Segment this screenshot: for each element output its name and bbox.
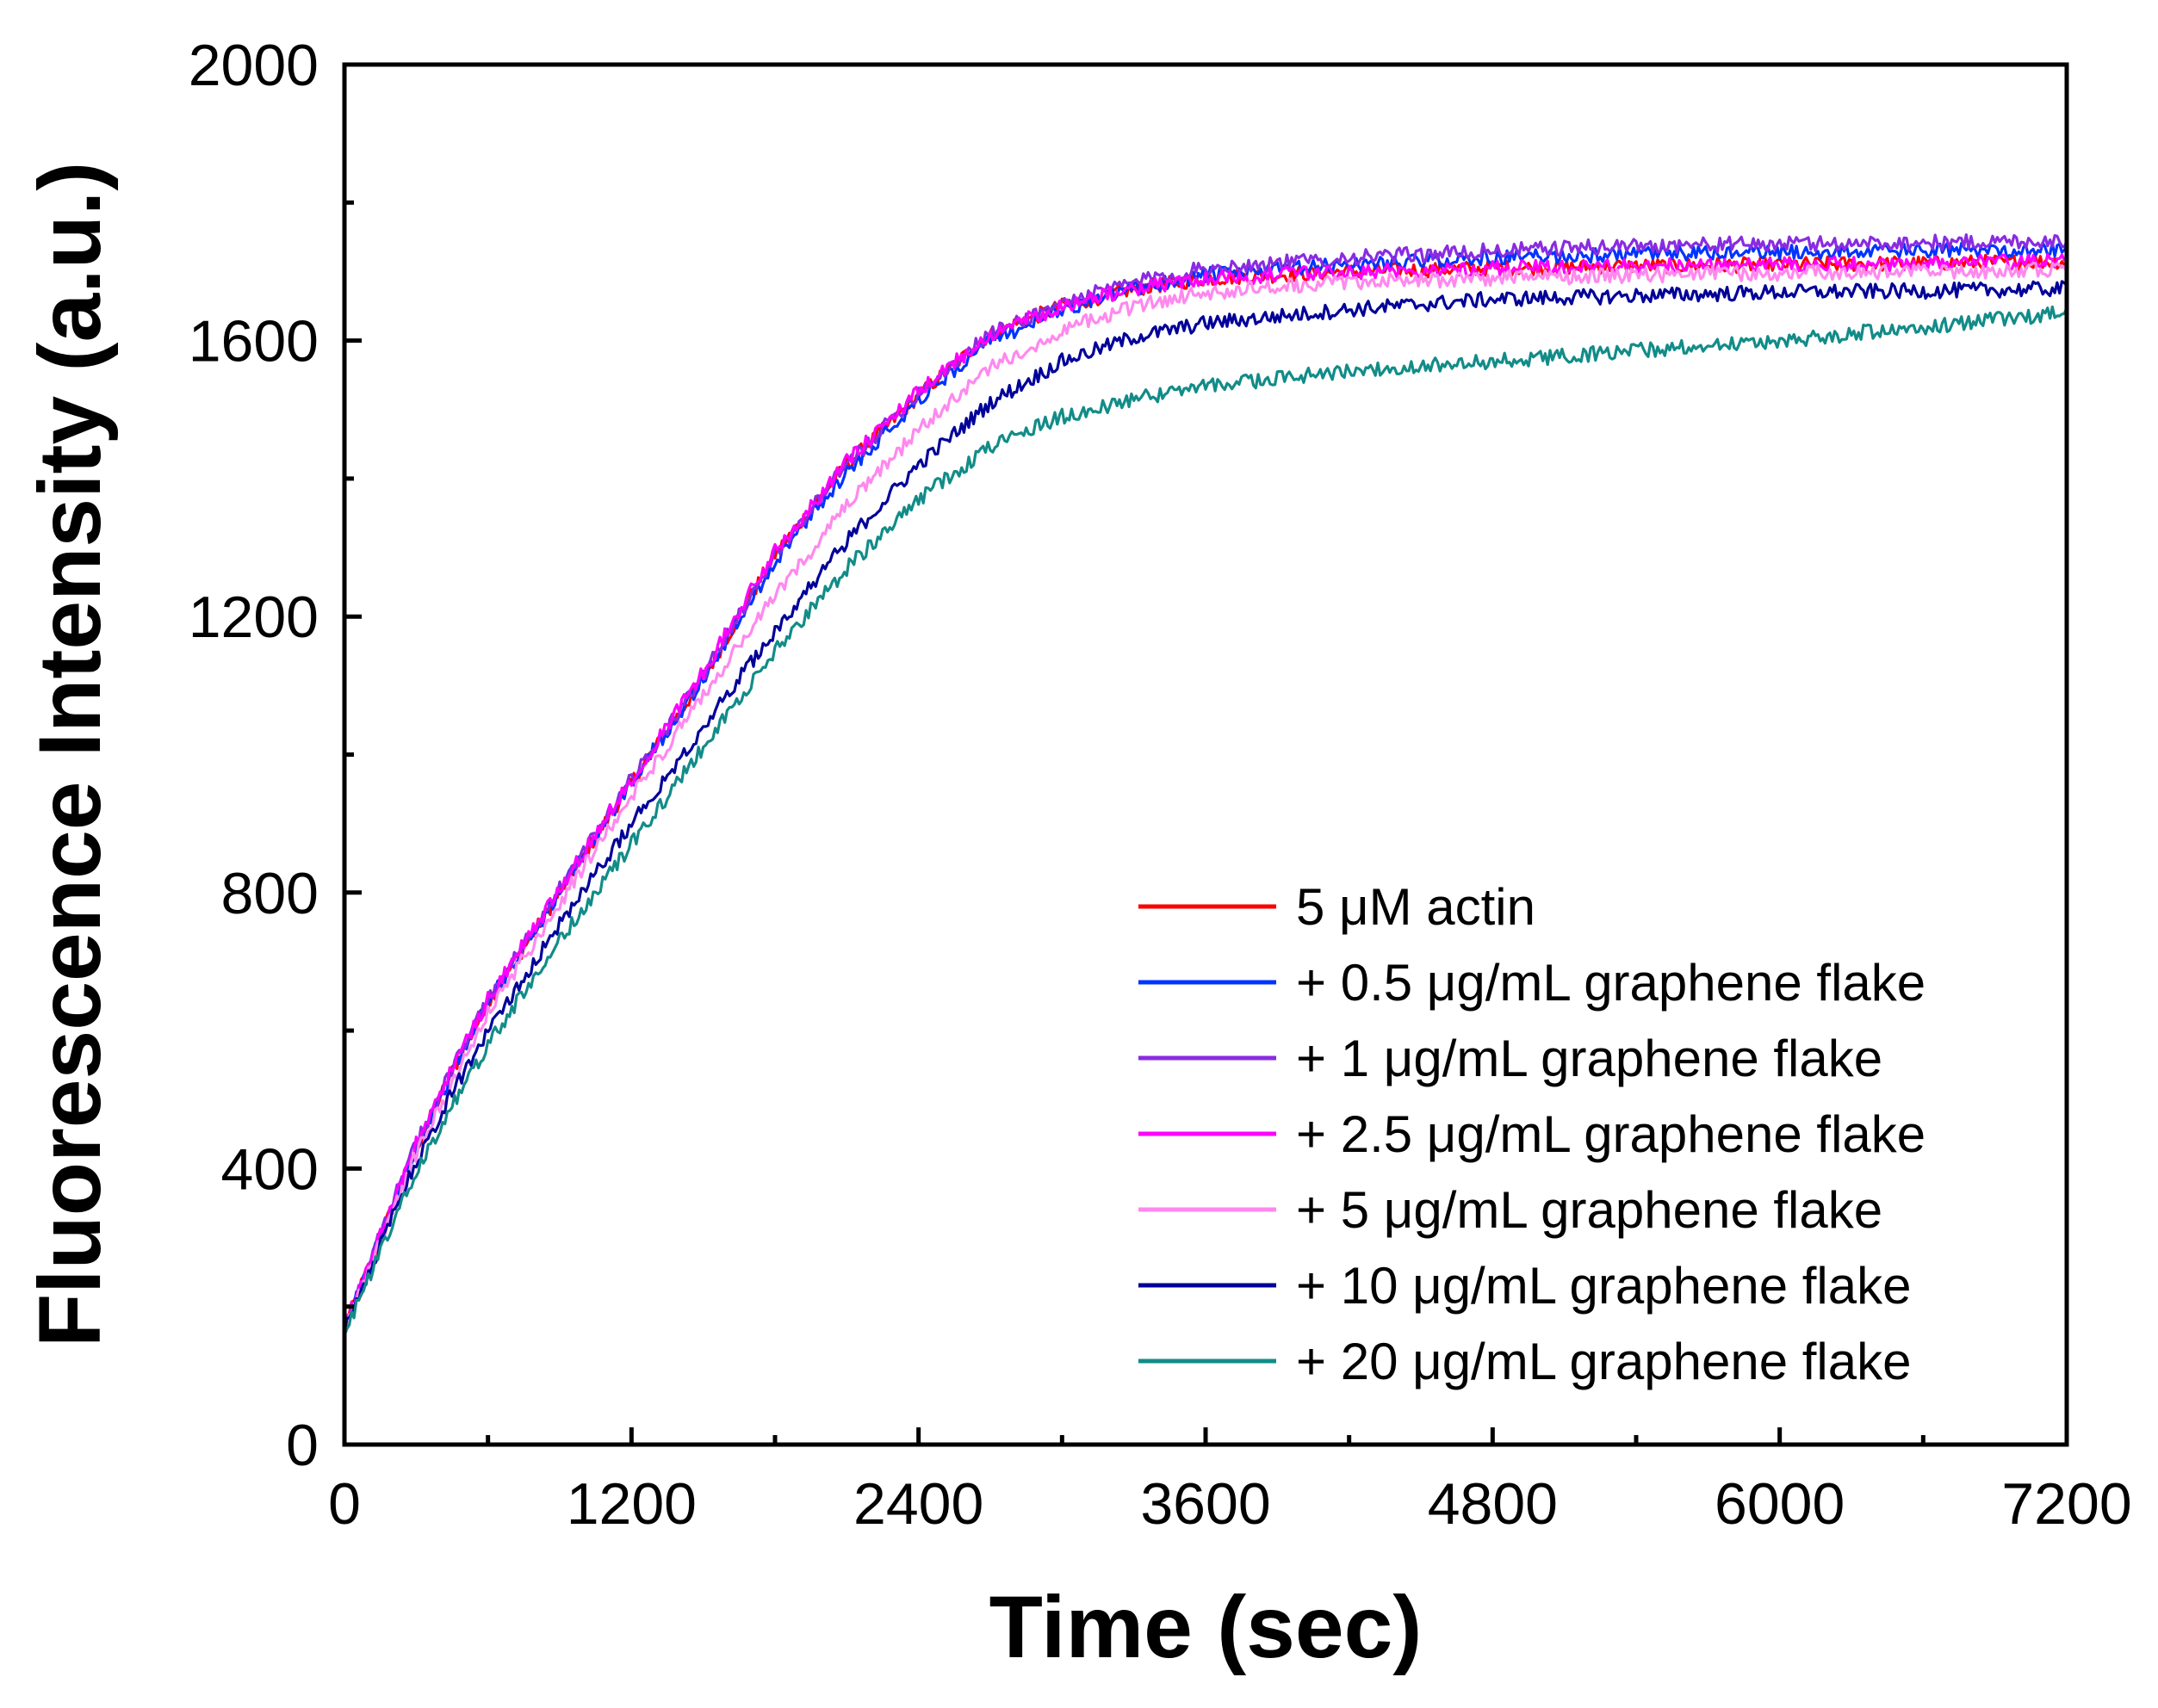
legend-label: 5 μM actin — [1296, 878, 1535, 936]
legend-label: + 5 μg/mL graphene flake — [1296, 1181, 1882, 1239]
y-tick-label: 400 — [221, 1136, 319, 1202]
series-line-3 — [343, 233, 2068, 1332]
x-tick-label: 4800 — [1428, 1471, 1558, 1537]
series-line-6 — [343, 280, 2068, 1337]
series-line-7 — [343, 305, 2068, 1336]
y-tick-label: 1600 — [189, 309, 319, 374]
x-tick-label: 0 — [328, 1471, 361, 1537]
x-tick-label: 7200 — [2001, 1471, 2131, 1537]
legend-label: + 0.5 μg/mL graphene flake — [1296, 954, 1925, 1012]
series-layer — [343, 233, 2068, 1337]
x-tick-label: 3600 — [1140, 1471, 1270, 1537]
series-line-4 — [343, 253, 2068, 1327]
y-axis-title: Fluorescence Intensity (a.u.) — [21, 162, 119, 1347]
legend: 5 μM actin + 0.5 μg/mL graphene flake + 1 … — [1138, 878, 1925, 1390]
x-tick-label: 6000 — [1715, 1471, 1845, 1537]
x-axis-title: Time (sec) — [989, 1578, 1423, 1676]
y-tick-label: 800 — [221, 861, 319, 926]
y-tick-label: 0 — [286, 1413, 319, 1478]
x-tick-label: 1200 — [567, 1471, 697, 1537]
axes-layer: 0 1200 2400 3600 4800 6000 7200 0 400 800 1200 1600… — [189, 33, 2132, 1537]
legend-label: + 20 μg/mL graphene flake — [1296, 1333, 1912, 1390]
legend-label: + 10 μg/mL graphene flake — [1296, 1257, 1912, 1315]
legend-label: + 1 μg/mL graphene flake — [1296, 1030, 1882, 1087]
x-tick-label: 2400 — [853, 1471, 983, 1537]
y-tick-label: 2000 — [189, 33, 319, 98]
legend-label: + 2.5 μg/mL graphene flake — [1296, 1105, 1925, 1163]
y-tick-label: 1200 — [189, 585, 319, 650]
series-line-5 — [344, 261, 2068, 1327]
